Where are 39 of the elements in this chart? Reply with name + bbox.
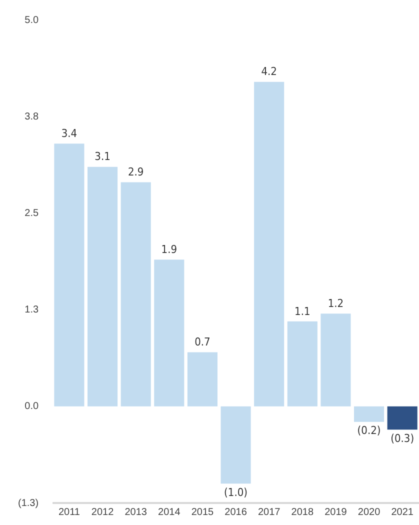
bar bbox=[88, 166, 118, 406]
data-label: 4.2 bbox=[261, 65, 277, 78]
x-tick-label: 2018 bbox=[291, 506, 314, 518]
x-tick-label: 2019 bbox=[324, 506, 348, 518]
x-tick-label: 2017 bbox=[258, 506, 281, 518]
bar bbox=[154, 260, 184, 406]
x-tick-label: 2011 bbox=[58, 506, 80, 518]
y-tick-label: (1.3) bbox=[18, 498, 39, 509]
bar bbox=[187, 352, 218, 406]
x-tick-label: 2013 bbox=[124, 506, 148, 518]
bar bbox=[320, 314, 351, 406]
data-label: 0.7 bbox=[194, 336, 210, 349]
x-tick-label: 2016 bbox=[224, 506, 248, 518]
bar bbox=[287, 321, 318, 406]
data-label: 2.9 bbox=[128, 166, 144, 179]
data-label: (1.0) bbox=[224, 486, 248, 500]
y-tick-label: 3.8 bbox=[24, 111, 39, 122]
data-label: 1.2 bbox=[328, 297, 344, 310]
y-tick-label: 1.3 bbox=[24, 304, 39, 316]
bar bbox=[387, 406, 418, 430]
data-label: (0.3) bbox=[390, 432, 414, 445]
data-label: 3.4 bbox=[61, 127, 78, 140]
data-label: 1.1 bbox=[294, 304, 310, 318]
x-tick-label: 2021 bbox=[391, 506, 414, 518]
y-tick-label: 2.5 bbox=[24, 208, 39, 219]
y-tick-label: 0.0 bbox=[24, 401, 39, 412]
x-tick-label: 2014 bbox=[158, 506, 181, 518]
x-tick-label: 2015 bbox=[191, 506, 214, 518]
bar bbox=[220, 406, 251, 484]
data-label: 3.1 bbox=[94, 150, 110, 164]
bar bbox=[354, 406, 384, 422]
bar bbox=[54, 144, 84, 406]
data-label: 1.9 bbox=[161, 242, 178, 256]
data-label: (0.2) bbox=[357, 424, 381, 438]
x-tick-label: 2020 bbox=[358, 506, 381, 518]
bar bbox=[254, 82, 284, 406]
x-tick-label: 2012 bbox=[91, 506, 114, 518]
y-tick-label: 5.0 bbox=[24, 14, 39, 26]
bar bbox=[120, 182, 151, 406]
